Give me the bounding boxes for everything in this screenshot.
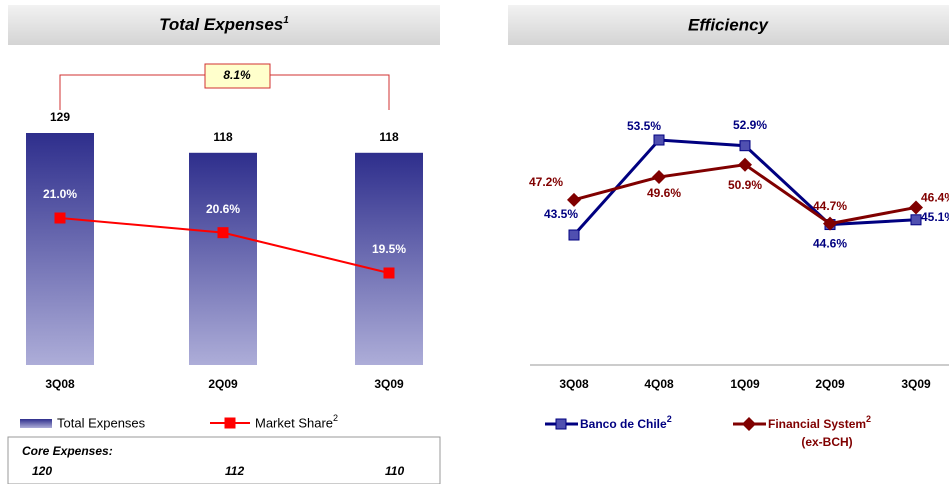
core-box <box>7 436 441 484</box>
annotation: 8.1% <box>223 68 251 82</box>
marker <box>383 267 395 279</box>
legend-label: Banco de Chile2 <box>580 414 672 431</box>
marker <box>224 417 236 429</box>
x-tick-label: 1Q09 <box>730 377 760 391</box>
marker <box>653 134 665 146</box>
line-label: 44.7% <box>813 199 847 213</box>
core-value: 110 <box>385 464 404 478</box>
x-tick-label: 3Q09 <box>374 377 404 391</box>
core-label: Core Expenses: <box>22 444 113 458</box>
legend-label: Market Share2 <box>255 413 338 430</box>
marker <box>738 157 752 172</box>
marker <box>739 140 751 152</box>
marker <box>567 192 581 207</box>
title-bar <box>8 5 440 45</box>
line-label: 19.5% <box>372 242 406 256</box>
legend-label: Financial System2 <box>768 414 871 431</box>
marker <box>652 170 666 185</box>
bar-label: 129 <box>50 110 70 124</box>
x-tick-label: 3Q08 <box>45 377 75 391</box>
x-tick-label: 4Q08 <box>644 377 674 391</box>
marker <box>568 229 580 241</box>
marker <box>742 417 756 431</box>
line-label: 43.5% <box>544 207 578 221</box>
bar-label: 118 <box>379 130 399 144</box>
marker <box>823 216 837 231</box>
chart-title: Efficiency <box>688 15 770 34</box>
marker <box>910 214 922 226</box>
legend-sublabel: (ex-BCH) <box>801 435 852 449</box>
marker <box>555 418 567 430</box>
x-tick-label: 3Q09 <box>901 377 931 391</box>
line-label: 47.2% <box>529 175 563 189</box>
title-bar <box>508 5 949 45</box>
marker <box>909 200 923 215</box>
x-tick-label: 2Q09 <box>815 377 845 391</box>
line-label: 46.4% <box>921 191 949 205</box>
legend-swatch <box>20 419 52 428</box>
core-value: 120 <box>32 464 52 478</box>
x-tick-label: 3Q08 <box>559 377 589 391</box>
bar <box>189 152 257 365</box>
bar <box>26 133 94 365</box>
line-label: 52.9% <box>733 118 767 132</box>
line-label: 44.6% <box>813 237 847 251</box>
marker <box>54 212 66 224</box>
bar <box>355 152 423 365</box>
line-label: 21.0% <box>43 187 77 201</box>
line-label: 50.9% <box>728 178 762 192</box>
x-tick-label: 2Q09 <box>208 377 238 391</box>
core-value: 112 <box>225 464 244 478</box>
line-label: 45.1% <box>921 210 949 224</box>
line <box>573 163 917 226</box>
line-label: 20.6% <box>206 202 240 216</box>
legend-label: Total Expenses <box>57 415 146 430</box>
bar-label: 118 <box>213 130 233 144</box>
line-label: 49.6% <box>647 186 681 200</box>
annotation-box <box>204 63 271 89</box>
chart-title: Total Expenses1 <box>159 15 289 35</box>
line-label: 53.5% <box>627 119 661 133</box>
marker <box>217 227 229 239</box>
